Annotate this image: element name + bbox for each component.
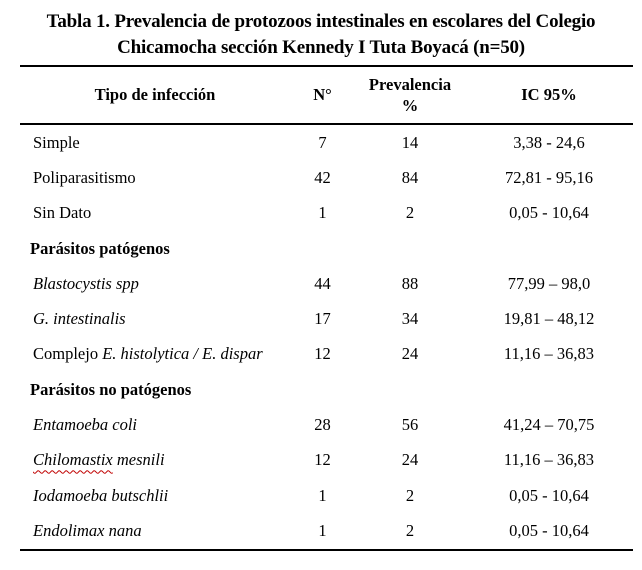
infection-label-text: Blastocystis spp (33, 273, 139, 293)
infection-label-text: Entamoeba coli (33, 415, 138, 435)
infection-label: G. intestinalis (20, 309, 290, 329)
infection-label-species: E. histolytica / E. dispar (102, 344, 263, 364)
infection-label: Complejo E. histolytica / E. dispar (20, 344, 290, 364)
count-value: 1 (318, 485, 327, 505)
infection-label: Endolimax nana (20, 521, 290, 541)
prevalence-value: 24 (401, 344, 419, 364)
table-row-chilomastix: Chilomastix mesnili 12 24 11,16 – 36,83 (20, 443, 633, 478)
ci-value: 19,81 – 48,12 (503, 309, 595, 329)
infection-label-rest: mesnili (112, 450, 165, 470)
infection-label: Iodamoeba butschlii (20, 486, 290, 506)
prevalence-value: 84 (401, 167, 419, 187)
column-header-infection-type: Tipo de infección (94, 85, 216, 104)
table-caption-line2: Chicamocha sección Kennedy I Tuta Boyacá… (117, 37, 525, 58)
document-page: Tabla 1. Prevalencia de protozoos intest… (0, 9, 642, 570)
ci-value: 3,38 - 24,6 (513, 132, 585, 152)
spellcheck-underlined-word: Chilomastix (33, 450, 113, 470)
table-row-blastocystis: Blastocystis spp 44 88 77,99 – 98,0 (20, 266, 633, 301)
table-caption: Tabla 1. Prevalencia de protozoos intest… (10, 9, 632, 61)
table-row-iodamoeba: Iodamoeba butschlii 1 2 0,05 - 10,64 (20, 478, 633, 513)
prevalence-table: Tipo de infección N° Prevalencia % IC 95… (20, 65, 633, 551)
ci-value: 11,16 – 36,83 (503, 344, 595, 364)
infection-label: Entamoeba coli (20, 415, 290, 435)
infection-label: Simple (20, 133, 290, 153)
infection-label-prefix: Complejo (33, 344, 103, 364)
prevalence-value: 2 (405, 203, 415, 223)
section-header-non-pathogenic: Parásitos no patógenos (20, 372, 633, 407)
section-label-text: Parásitos patógenos (30, 238, 170, 258)
infection-label: Sin Dato (20, 203, 290, 223)
infection-label-text: Simple (33, 132, 80, 152)
count-value: 12 (314, 344, 331, 364)
ci-value: 0,05 - 10,64 (509, 485, 589, 505)
table-row-poliparasitismo: Poliparasitismo 42 84 72,81 - 95,16 (20, 160, 633, 195)
count-value: 7 (318, 132, 327, 152)
infection-label: Blastocystis spp (20, 274, 290, 294)
section-label-text: Parásitos no patógenos (30, 379, 192, 399)
section-header-pathogenic: Parásitos patógenos (20, 231, 633, 266)
prevalence-value: 24 (401, 450, 419, 470)
prevalence-value: 88 (401, 273, 419, 293)
table-row-complejo-e-histolytica: Complejo E. histolytica / E. dispar 12 2… (20, 337, 633, 372)
ci-value: 11,16 – 36,83 (503, 450, 595, 470)
section-label: Parásitos no patógenos (20, 380, 290, 400)
prevalence-value: 2 (405, 485, 415, 505)
table-row-sin-dato: Sin Dato 1 2 0,05 - 10,64 (20, 196, 633, 231)
ci-value: 0,05 - 10,64 (509, 520, 589, 540)
infection-label: Chilomastix mesnili (20, 450, 290, 470)
count-value: 17 (314, 309, 331, 329)
ci-value: 72,81 - 95,16 (505, 167, 593, 187)
column-header-ci: IC 95% (521, 85, 577, 104)
prevalence-value: 34 (401, 309, 419, 329)
table-row-g-intestinalis: G. intestinalis 17 34 19,81 – 48,12 (20, 301, 633, 336)
table-row-simple: Simple 7 14 3,38 - 24,6 (20, 125, 633, 160)
count-value: 44 (314, 273, 331, 293)
ci-value: 0,05 - 10,64 (509, 203, 589, 223)
section-label: Parásitos patógenos (20, 239, 290, 259)
count-value: 12 (314, 450, 331, 470)
count-value: 28 (314, 415, 331, 435)
count-value: 1 (318, 520, 327, 540)
infection-label-text: Iodamoeba butschlii (33, 485, 169, 505)
infection-label-text: Endolimax nana (33, 520, 142, 540)
prevalence-value: 2 (405, 520, 415, 540)
ci-value: 41,24 – 70,75 (503, 415, 595, 435)
infection-label-text: Poliparasitismo (33, 167, 136, 187)
column-header-prevalence: Prevalencia % (355, 74, 465, 116)
column-header-prevalence-label: Prevalencia % (368, 75, 452, 115)
table-caption-line1: Tabla 1. Prevalencia de protozoos intest… (46, 11, 596, 32)
table-row-endolimax: Endolimax nana 1 2 0,05 - 10,64 (20, 513, 633, 548)
column-header-count: N° (313, 85, 332, 104)
infection-label-text: Sin Dato (33, 203, 92, 223)
count-value: 42 (314, 167, 331, 187)
table-body: Simple 7 14 3,38 - 24,6 Poliparasitismo … (20, 125, 633, 551)
table-row-entamoeba-coli: Entamoeba coli 28 56 41,24 – 70,75 (20, 407, 633, 442)
infection-label-text: G. intestinalis (33, 309, 126, 329)
count-value: 1 (318, 203, 327, 223)
ci-value: 77,99 – 98,0 (507, 273, 591, 293)
table-header-row: Tipo de infección N° Prevalencia % IC 95… (20, 65, 633, 125)
prevalence-value: 14 (401, 132, 419, 152)
infection-label: Poliparasitismo (20, 168, 290, 188)
prevalence-value: 56 (401, 415, 419, 435)
